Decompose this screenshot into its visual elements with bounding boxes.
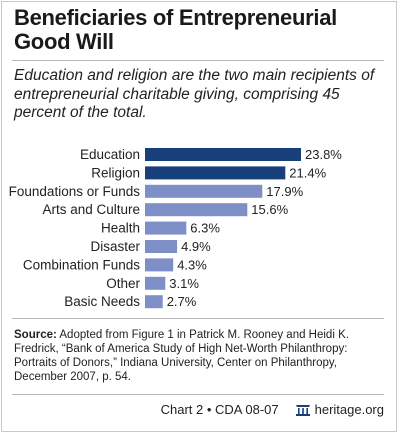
bar (145, 295, 163, 309)
bar (145, 184, 263, 198)
bar (145, 276, 166, 290)
source-text: Adopted from Figure 1 in Patrick M. Roon… (14, 329, 349, 383)
category-label: Basic Needs (64, 294, 140, 309)
source-note: Source: Adopted from Figure 1 in Patrick… (14, 328, 386, 384)
site-name: heritage.org (314, 402, 384, 417)
category-label: Religion (91, 165, 140, 180)
chart-id: Chart 2 • CDA 08-07 (160, 402, 279, 417)
footer-divider (12, 394, 384, 395)
value-label: 23.8% (305, 147, 342, 162)
footer: Chart 2 • CDA 08-07 heritage.org (161, 402, 384, 417)
chart-subtitle: Education and religion are the two main … (14, 67, 375, 121)
bar (145, 258, 174, 272)
bar (145, 148, 301, 161)
bar (145, 221, 187, 235)
title-divider (12, 60, 384, 61)
bar (145, 203, 248, 217)
category-label: Health (101, 221, 140, 236)
value-label: 3.1% (169, 276, 199, 291)
value-label: 4.3% (177, 257, 207, 272)
bar-chart: Education 23.8% Religion 21.4% Foundations o… (9, 147, 343, 309)
category-label: Combination Funds (23, 257, 140, 272)
category-label: Arts and Culture (42, 202, 140, 217)
value-label: 21.4% (289, 165, 326, 180)
value-label: 17.9% (266, 184, 303, 199)
heritage-bell-icon (295, 404, 310, 416)
bar (145, 166, 286, 180)
source-label: Source: (14, 329, 57, 341)
category-label: Other (106, 276, 140, 291)
value-label: 4.9% (181, 239, 211, 254)
bar (145, 240, 178, 253)
chart-title: Beneficiaries of Entrepreneurial Good Wi… (14, 5, 337, 54)
bars-group: Education 23.8% Religion 21.4% Foundations o… (9, 147, 343, 309)
category-label: Disaster (90, 239, 140, 254)
category-label: Foundations or Funds (9, 184, 141, 199)
value-label: 2.7% (167, 294, 197, 309)
source-divider (12, 318, 384, 319)
value-label: 15.6% (251, 202, 288, 217)
category-label: Education (80, 147, 140, 162)
value-label: 6.3% (190, 221, 220, 236)
